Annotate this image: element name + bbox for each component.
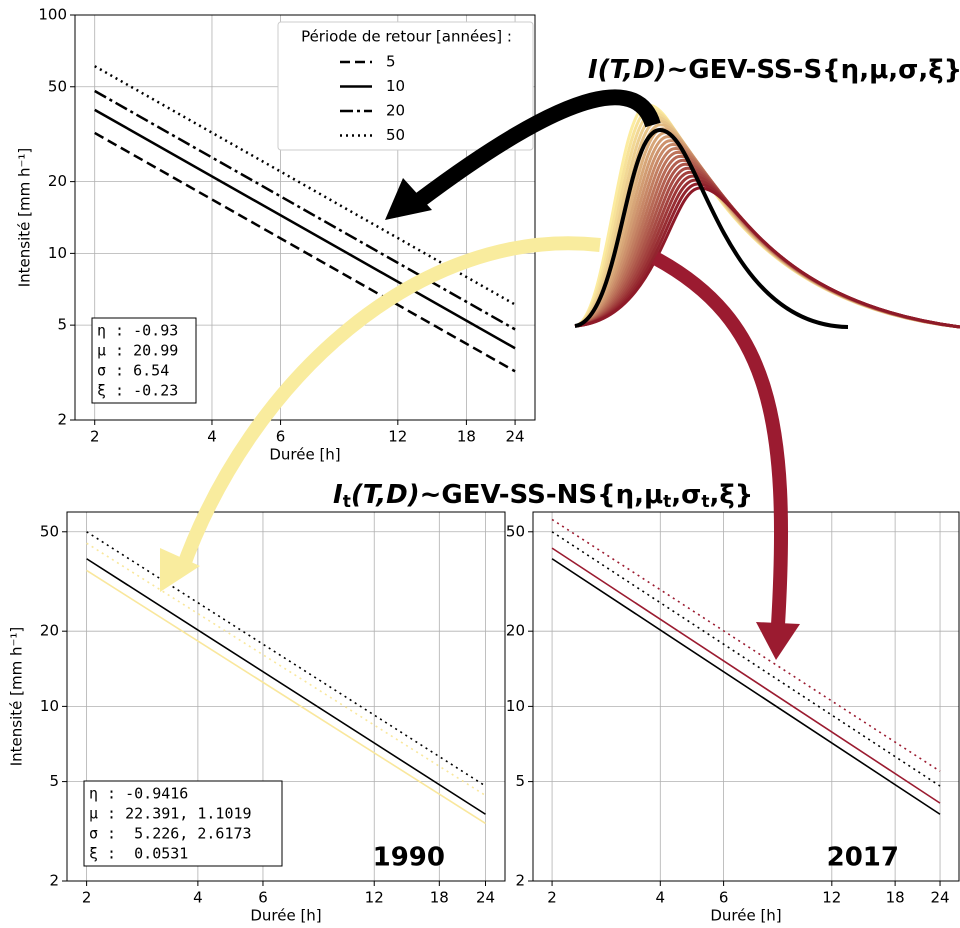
year-label: 2017 <box>827 843 899 873</box>
y-tick-label: 2 <box>49 872 59 890</box>
legend-title: Période de retour [années] : <box>301 28 512 46</box>
x-tick-label: 18 <box>457 428 476 446</box>
formula-stationary: I(T,D)~GEV-SS-S{η,μ,σ,ξ} <box>588 55 960 85</box>
legend-label: 10 <box>386 77 405 95</box>
formula-part: ~GEV-SS-NS{η,μ <box>420 480 664 510</box>
x-tick-label: 2 <box>82 889 92 907</box>
y-tick-label: 20 <box>506 622 525 640</box>
y-tick-label: 2 <box>515 872 525 890</box>
legend-label: 5 <box>386 53 396 71</box>
x-tick-label: 2 <box>90 428 100 446</box>
gev-curve-reference <box>574 127 849 329</box>
y-tick-label: 2 <box>57 411 67 429</box>
x-tick-label: 6 <box>719 889 729 907</box>
x-tick-label: 12 <box>388 428 407 446</box>
param-line: η : -0.93 <box>97 322 178 340</box>
x-tick-label: 12 <box>822 889 841 907</box>
param-box <box>91 317 197 404</box>
series-line <box>86 558 486 815</box>
x-tick-label: 6 <box>258 889 268 907</box>
plot-frame <box>532 511 960 882</box>
series-line <box>94 89 516 331</box>
series-line <box>551 558 941 815</box>
y-tick-label: 50 <box>40 522 59 540</box>
series-line <box>86 531 486 787</box>
y-tick-label: 5 <box>49 772 59 790</box>
arrow-head <box>385 178 432 220</box>
param-line: σ : 6.54 <box>97 362 169 380</box>
x-axis-label: Durée [h] <box>269 446 340 464</box>
series-line <box>94 108 516 350</box>
series-line <box>94 131 516 373</box>
x-tick-label: 6 <box>276 428 286 446</box>
x-tick-label: 18 <box>886 889 905 907</box>
x-tick-label: 4 <box>193 889 203 907</box>
param-line: μ : 20.99 <box>97 342 178 360</box>
year-label: 1990 <box>373 843 445 873</box>
gev-illustration <box>574 103 960 329</box>
formula-part: I(T,D) <box>588 55 666 85</box>
arrow-stationary-to-1990 <box>175 236 601 573</box>
x-tick-label: 4 <box>656 889 666 907</box>
series-line <box>551 531 941 787</box>
series-line <box>551 547 941 804</box>
x-axis-label: Durée [h] <box>710 907 781 925</box>
legend-label: 20 <box>386 102 405 120</box>
series-line <box>86 542 486 797</box>
param-line: ξ : -0.23 <box>97 382 178 400</box>
y-tick-label: 5 <box>57 316 67 334</box>
x-tick-label: 4 <box>207 428 217 446</box>
y-axis-label: Intensité [mm h⁻¹] <box>16 148 34 288</box>
formula-part: ,ξ} <box>710 480 754 510</box>
legend: Période de retour [années] : 5 10 20 50 <box>277 21 534 151</box>
legend-label: 50 <box>386 126 405 144</box>
param-line: μ : 22.391, 1.1019 <box>89 805 252 823</box>
arrow-head <box>160 548 200 592</box>
formula-part: (T,D) <box>351 480 420 510</box>
formula-part: ~GEV-SS-S{η,μ,σ,ξ} <box>666 55 960 85</box>
formula-part: t <box>701 492 709 512</box>
series-line <box>86 569 486 825</box>
plot-frame <box>74 14 536 421</box>
arrow-stationary-to-2017 <box>651 251 788 626</box>
x-tick-label: 2 <box>547 889 557 907</box>
y-tick-label: 10 <box>40 697 59 715</box>
y-tick-label: 10 <box>506 697 525 715</box>
y-axis-label: Intensité [mm h⁻¹] <box>8 627 26 767</box>
x-tick-label: 24 <box>476 889 495 907</box>
plot-frame <box>66 511 506 882</box>
y-tick-label: 20 <box>40 622 59 640</box>
series-line <box>551 518 941 772</box>
arrow-head <box>756 622 800 660</box>
y-tick-label: 20 <box>48 172 67 190</box>
param-line: η : -0.9416 <box>89 785 188 803</box>
x-tick-label: 12 <box>365 889 384 907</box>
arrows <box>160 89 800 660</box>
formula-part: t <box>343 492 351 512</box>
formula-part: ,σ <box>671 480 701 510</box>
y-tick-label: 5 <box>515 772 525 790</box>
legend-box <box>277 21 534 151</box>
y-tick-label: 10 <box>48 244 67 262</box>
y-tick-label: 50 <box>48 77 67 95</box>
param-box <box>83 780 283 867</box>
param-line: σ : 5.226, 2.6173 <box>89 825 252 843</box>
arrow-to-idf <box>415 89 661 207</box>
x-tick-label: 24 <box>930 889 949 907</box>
formula-part: t <box>663 492 671 512</box>
y-tick-label: 100 <box>38 6 67 24</box>
y-tick-label: 50 <box>506 522 525 540</box>
param-line: ξ : 0.0531 <box>89 845 188 863</box>
formula-part: I <box>333 480 343 510</box>
x-axis-label: Durée [h] <box>250 907 321 925</box>
x-tick-label: 18 <box>430 889 449 907</box>
x-tick-label: 24 <box>506 428 525 446</box>
formula-nonstationary: It(T,D)~GEV-SS-NS{η,μt,σt,ξ} <box>333 480 753 513</box>
